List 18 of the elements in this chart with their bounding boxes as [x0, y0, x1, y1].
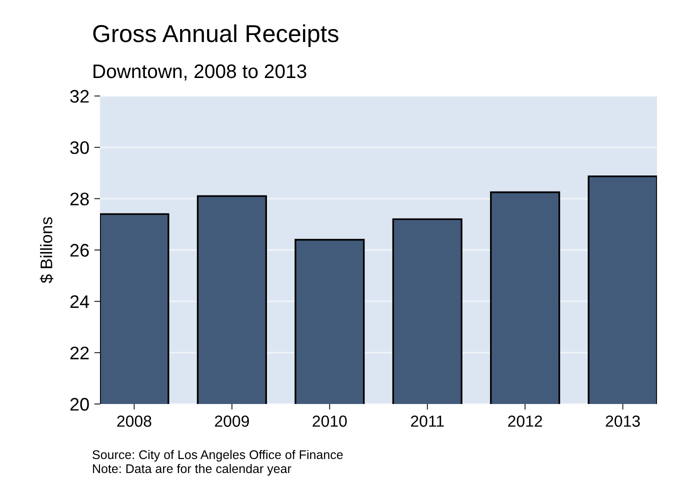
source-note: Source: City of Los Angeles Office of Finance — [92, 450, 343, 462]
y-tick-label: 28 — [70, 192, 89, 206]
text: Note: Data are for the calendar year — [93, 464, 292, 476]
y-tick-label: 26 — [70, 244, 89, 257]
y-tick-label: 20 — [70, 398, 89, 411]
y-tick-label: 32 — [70, 90, 89, 103]
x-tick-label: 2011 — [410, 416, 444, 427]
x-tick-label: 2010 — [312, 416, 347, 427]
y-axis-title: $ Billions — [40, 217, 54, 284]
x-tick-label: 2013 — [606, 416, 640, 427]
y-tick-label: 24 — [70, 295, 90, 308]
y-tick-label: 22 — [70, 346, 89, 360]
chart-title: Gross Annual Receipts — [93, 24, 338, 48]
x-tick-label: 2008 — [117, 416, 152, 427]
y-tick-label: 30 — [70, 141, 89, 154]
x-tick-label: 2009 — [214, 416, 249, 427]
x-tick-label: 2012 — [508, 416, 542, 427]
chart-subtitle: Downtown, 2008 to 2013 — [94, 64, 306, 80]
